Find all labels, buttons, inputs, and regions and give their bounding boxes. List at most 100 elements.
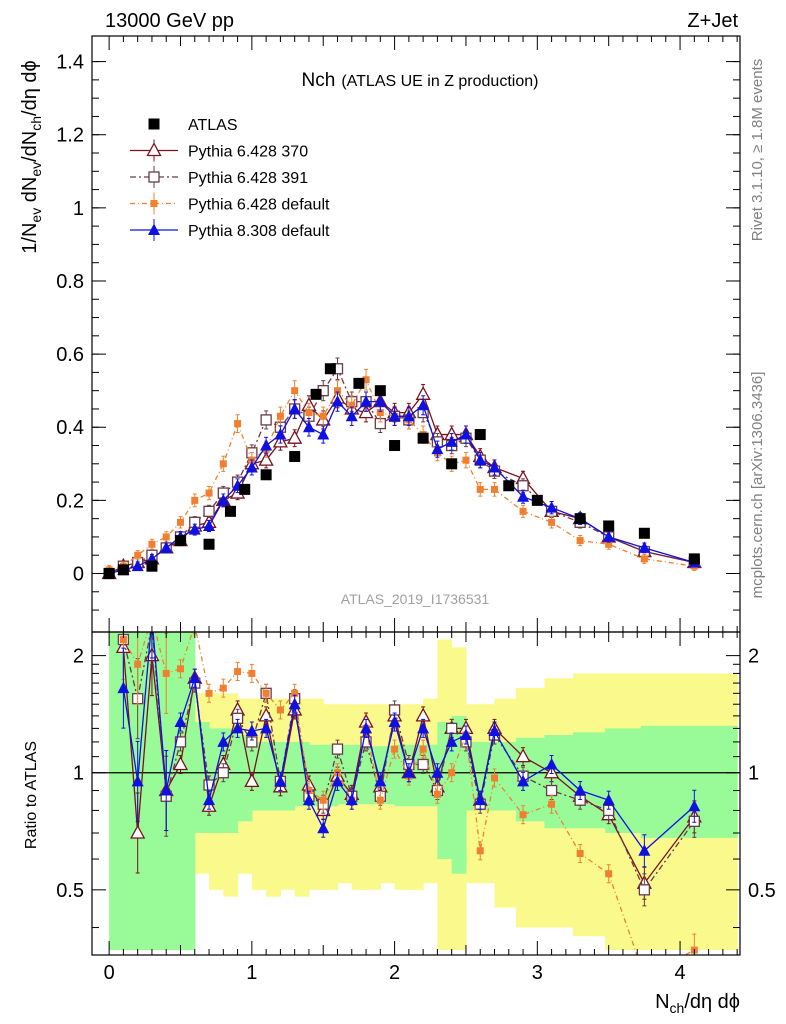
header-right: Z+Jet bbox=[687, 10, 738, 32]
data-point bbox=[519, 811, 527, 819]
series-atlas bbox=[103, 363, 700, 579]
inner-band-bin bbox=[237, 735, 253, 822]
data-point bbox=[459, 428, 472, 440]
x-tick-label: 2 bbox=[389, 962, 400, 984]
rivet-label: Rivet 3.1.10, ≥ 1.8M events bbox=[749, 59, 766, 242]
data-point bbox=[515, 748, 531, 763]
data-point bbox=[333, 387, 341, 395]
data-point bbox=[317, 821, 330, 834]
data-point bbox=[417, 432, 429, 444]
data-point bbox=[130, 824, 146, 839]
data-point bbox=[205, 489, 213, 497]
data-point bbox=[331, 774, 344, 787]
series-pythia-8-308-default bbox=[103, 391, 701, 579]
legend-marker bbox=[148, 171, 160, 183]
data-point bbox=[260, 439, 273, 451]
data-point bbox=[476, 847, 484, 855]
x-tick-label: 1 bbox=[246, 962, 257, 984]
data-point bbox=[162, 533, 170, 541]
data-point bbox=[331, 395, 344, 407]
data-point bbox=[244, 773, 260, 788]
data-point bbox=[602, 793, 615, 806]
data-point bbox=[191, 496, 199, 504]
data-point bbox=[548, 518, 556, 526]
data-point bbox=[317, 428, 330, 440]
data-point bbox=[641, 973, 648, 980]
legend-marker bbox=[150, 200, 158, 207]
inner-band-bin bbox=[251, 741, 267, 811]
data-point bbox=[445, 735, 458, 747]
data-point bbox=[360, 395, 373, 407]
ratio-y-tick-label-right: 0.5 bbox=[748, 880, 776, 902]
data-point bbox=[319, 796, 327, 804]
ratio-bands bbox=[109, 632, 738, 951]
series-pythia-6-428-370 bbox=[101, 383, 702, 580]
data-point bbox=[248, 669, 256, 677]
legend-label: Pythia 6.428 370 bbox=[188, 144, 308, 161]
data-point bbox=[474, 793, 487, 806]
data-point bbox=[203, 779, 215, 791]
data-point bbox=[446, 722, 458, 735]
data-point bbox=[576, 537, 584, 545]
data-point bbox=[638, 844, 651, 856]
data-point bbox=[474, 453, 487, 466]
x-tick-label: 0 bbox=[104, 962, 115, 984]
data-point bbox=[148, 614, 155, 621]
data-point bbox=[203, 519, 216, 531]
main-plot-area bbox=[101, 357, 702, 580]
data-point bbox=[160, 784, 173, 796]
data-point bbox=[131, 774, 144, 787]
y-tick-label: 0.6 bbox=[56, 344, 84, 366]
data-point bbox=[517, 480, 529, 492]
data-point bbox=[374, 395, 387, 407]
data-point bbox=[488, 460, 501, 473]
data-point bbox=[517, 774, 530, 787]
data-point bbox=[545, 501, 558, 513]
data-point bbox=[274, 428, 287, 440]
data-point bbox=[203, 538, 215, 550]
ratio-y-tick-label: 0.5 bbox=[56, 880, 84, 902]
data-point bbox=[433, 790, 441, 798]
inner-band-bin bbox=[544, 735, 574, 829]
ratio-series-pythia-8-308-default bbox=[117, 611, 701, 868]
data-point bbox=[203, 505, 215, 517]
data-point bbox=[402, 409, 415, 422]
data-point bbox=[146, 560, 158, 572]
main-ylabel: 1/Nev dNev/dNch/dη dϕ bbox=[19, 60, 44, 253]
data-point bbox=[217, 735, 230, 747]
data-point bbox=[446, 458, 458, 470]
mcplots-label: mcplots.cern.ch [arXiv:1306.3436] bbox=[749, 372, 766, 599]
data-point bbox=[174, 736, 187, 748]
data-point bbox=[638, 527, 650, 539]
data-point bbox=[324, 363, 336, 375]
data-point bbox=[146, 611, 158, 623]
data-point bbox=[162, 669, 170, 677]
data-point bbox=[545, 757, 558, 770]
data-point bbox=[376, 409, 384, 417]
data-point bbox=[688, 799, 701, 812]
ratio-y-tick-label: 1 bbox=[73, 763, 84, 785]
data-point bbox=[459, 728, 472, 741]
data-point bbox=[176, 518, 184, 526]
data-point bbox=[688, 553, 700, 565]
y-tick-label: 0.2 bbox=[56, 490, 84, 512]
legend-label: Pythia 6.428 default bbox=[188, 197, 330, 214]
data-point bbox=[574, 784, 587, 796]
inner-band-bin bbox=[451, 715, 467, 874]
ratio-y-tick-label: 2 bbox=[73, 646, 84, 668]
data-point bbox=[348, 401, 356, 409]
data-point bbox=[245, 460, 258, 473]
data-point bbox=[103, 567, 115, 579]
data-point bbox=[245, 724, 258, 737]
data-point bbox=[638, 541, 651, 553]
ratio-ylabel: Ratio to ATLAS bbox=[23, 741, 40, 849]
inner-band-bin bbox=[351, 744, 367, 805]
data-point bbox=[360, 721, 373, 734]
series-line-pythia-6-428-default bbox=[108, 378, 695, 571]
data-point bbox=[419, 745, 427, 753]
ratio-line-pythia-6-428-default bbox=[122, 632, 695, 955]
data-point bbox=[258, 451, 274, 466]
xlabel: Nch/dη dϕ bbox=[655, 991, 740, 1016]
data-point bbox=[417, 398, 430, 411]
data-point bbox=[288, 697, 301, 710]
